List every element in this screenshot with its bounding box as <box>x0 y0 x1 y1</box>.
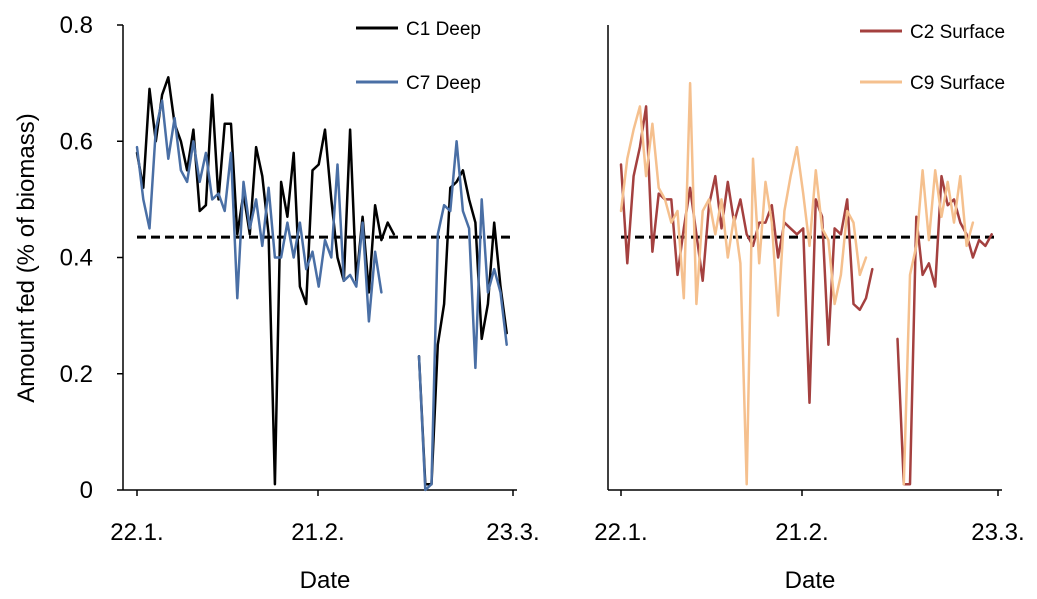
y-axis-title: Amount fed (% of biomass) <box>13 113 40 402</box>
x-tick-label: 21.2. <box>291 519 344 546</box>
legend-label: C7 Deep <box>406 73 481 94</box>
y-tick-label: 0.6 <box>60 128 93 155</box>
right-panel: 22.1. 21.2. 23.3. Date C2 Surface C9 Surface <box>594 22 1024 594</box>
series-line <box>902 169 975 486</box>
series-line <box>619 81 868 486</box>
y-tick-label: 0.4 <box>60 245 93 272</box>
series-c7-deep <box>135 99 508 492</box>
left-panel: 0 0.2 0.4 0.6 0.8 22.1. 21.2. 23.3. Date Amount f… <box>13 12 540 594</box>
legend-label: C9 Surface <box>910 73 1005 94</box>
series-line <box>896 174 993 486</box>
series-line <box>619 105 874 405</box>
x-axis-title: Date <box>785 567 836 594</box>
series-line <box>135 76 396 486</box>
x-tick-label: 23.3. <box>486 519 539 546</box>
series-line <box>417 140 508 492</box>
x-tick-label: 22.1. <box>110 519 163 546</box>
y-tick-label: 0 <box>80 477 93 504</box>
x-tick-label: 21.2. <box>775 519 828 546</box>
x-axis-title: Date <box>300 567 351 594</box>
x-tick-label: 22.1. <box>594 519 647 546</box>
series-line <box>135 99 383 323</box>
series-c2-surface <box>619 105 993 486</box>
y-tick-label: 0.8 <box>60 12 93 39</box>
legend-label: C2 Surface <box>910 22 1005 43</box>
x-tick-label: 23.3. <box>971 519 1024 546</box>
legend-label: C1 Deep <box>406 19 481 40</box>
series-c9-surface <box>619 81 975 486</box>
series-c1-deep <box>135 76 508 486</box>
y-tick-label: 0.2 <box>60 361 93 388</box>
